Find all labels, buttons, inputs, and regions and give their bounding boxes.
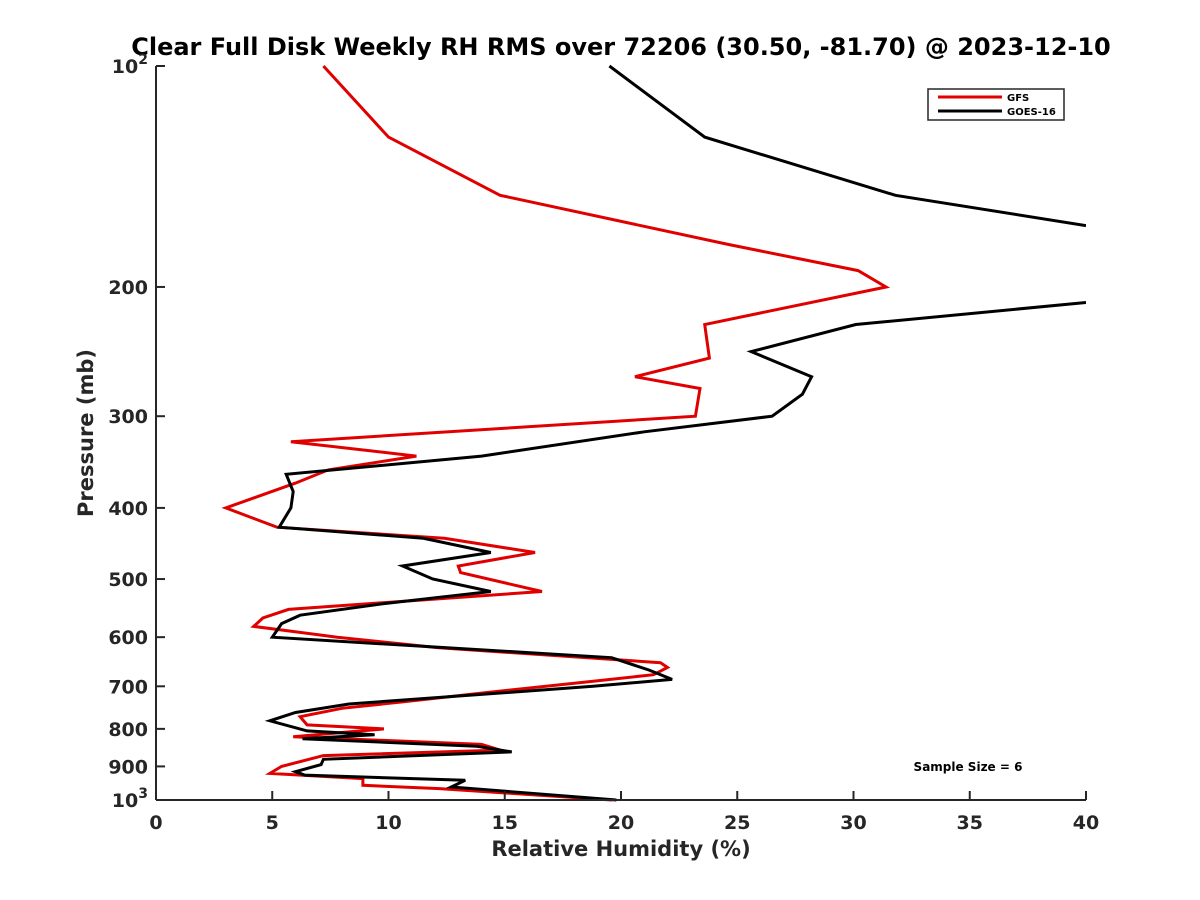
series-line-goes16 xyxy=(264,64,1086,802)
legend-label-goes16: GOES-16 xyxy=(1007,107,1056,118)
x-tick-label: 35 xyxy=(957,812,983,834)
y-tick-label: 800 xyxy=(108,719,148,741)
x-tick-label: 0 xyxy=(149,812,162,834)
x-tick-label: 40 xyxy=(1073,812,1099,834)
x-tick-label: 10 xyxy=(375,812,401,834)
axes-layer xyxy=(155,66,1086,801)
y-axis-label: Pressure (mb) xyxy=(74,349,98,517)
x-axis-label: Relative Humidity (%) xyxy=(491,837,750,861)
legend-box xyxy=(927,88,1065,121)
x-tick-label: 20 xyxy=(608,812,634,834)
y-tick-label: 400 xyxy=(108,498,148,520)
x-tick-label: 5 xyxy=(266,812,279,834)
ticks-layer: 0 5 10 15 20 25 30 35 40 102 200 300 400 500 600 700 800… xyxy=(108,52,1099,834)
y-tick-label: 700 xyxy=(108,676,148,698)
y-tick-label: 103 xyxy=(112,786,148,812)
y-tick-label: 600 xyxy=(108,627,148,649)
y-tick-label: 900 xyxy=(108,756,148,778)
y-tick-label: 102 xyxy=(112,52,148,78)
x-tick-label: 30 xyxy=(840,812,866,834)
x-tick-label: 25 xyxy=(724,812,750,834)
x-tick-label: 15 xyxy=(492,812,518,834)
series-line-gfs xyxy=(221,64,891,802)
sample-size-annotation: Sample Size = 6 xyxy=(914,760,1023,774)
legend-label-gfs: GFS xyxy=(1007,93,1029,104)
series-layer xyxy=(221,64,1086,802)
y-tick-label: 500 xyxy=(108,569,148,591)
y-tick-label: 300 xyxy=(108,406,148,428)
y-tick-label: 200 xyxy=(108,277,148,299)
chart-title: Clear Full Disk Weekly RH RMS over 72206… xyxy=(131,33,1111,61)
legend: GFS GOES-16 xyxy=(927,88,1065,121)
